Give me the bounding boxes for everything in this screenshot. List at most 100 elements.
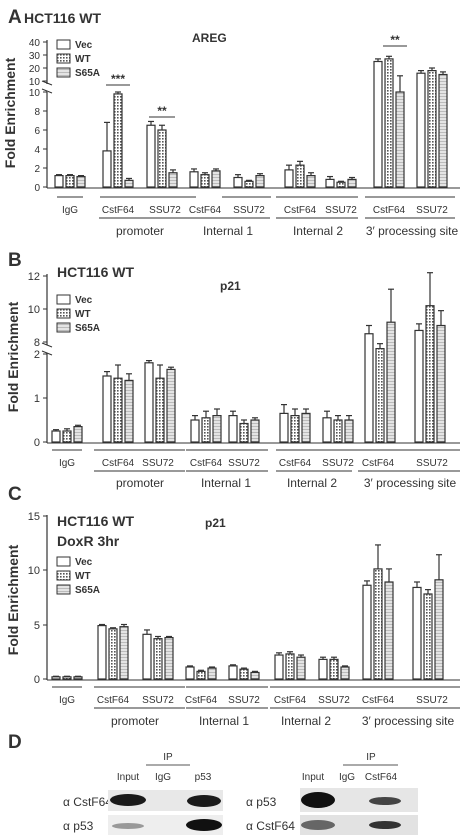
panel-a-ytick: 10 xyxy=(29,77,41,88)
bar-c-s65a-5 xyxy=(296,656,306,680)
bar-a-vec-3 xyxy=(189,171,199,188)
blot-band xyxy=(301,820,335,830)
category-label: CstF64 xyxy=(373,205,406,216)
bar-c-wt-8 xyxy=(423,593,433,680)
panel-b-ytick: 0 xyxy=(34,437,40,449)
category-label: SSU72 xyxy=(322,458,354,469)
panel-b-legend: Vec WT S65A xyxy=(56,294,100,334)
ip-label: IP xyxy=(163,752,173,763)
blot-band xyxy=(369,821,401,829)
panel-label-d: D xyxy=(8,732,22,753)
bar-a-s65a-3 xyxy=(211,170,221,188)
bar-c-wt-6 xyxy=(329,658,339,680)
panel-b: B HCT116 WT p21 Fold Enrichment 12 10 8 … xyxy=(5,250,460,490)
panel-a-ytick: 2 xyxy=(34,164,40,175)
panel-a-ytick: 10 xyxy=(29,88,41,99)
bar-a-wt-7 xyxy=(384,58,394,188)
bar-c-vec-6 xyxy=(318,658,328,680)
bar-c-wt-0 xyxy=(62,676,72,680)
legend-swatch-s65a xyxy=(56,67,71,78)
bar-b-s65a-0 xyxy=(73,426,83,443)
bar-b-wt-5 xyxy=(290,415,300,443)
bar-c-wt-7 xyxy=(373,568,383,680)
bar-a-vec-1 xyxy=(102,150,112,188)
panel-c-ytick: 10 xyxy=(28,565,40,577)
bar-b-wt-0 xyxy=(62,430,72,443)
group-label: promoter xyxy=(111,714,159,728)
panel-c-ytick: 0 xyxy=(34,674,40,686)
legend-label-s65a: S65A xyxy=(75,323,100,334)
panel-c: C HCT116 WT DoxR 3hr p21 Fold Enrichment… xyxy=(5,484,460,728)
bar-b-s65a-8 xyxy=(436,324,446,443)
panel-c-ylabel: Fold Enrichment xyxy=(5,544,21,655)
panel-b-header: HCT116 WT xyxy=(57,264,134,280)
bar-a-vec-7 xyxy=(373,60,383,188)
panel-a: A HCT116 WT AREG Fold Enrichment 40 30 2… xyxy=(2,7,460,238)
legend-swatch-s65a xyxy=(56,322,71,333)
panel-a-ytick: 40 xyxy=(29,38,41,49)
bar-b-vec-7 xyxy=(364,333,374,443)
group-label: promoter xyxy=(116,476,164,490)
bar-a-vec-2 xyxy=(146,124,156,188)
group-label: Internal 1 xyxy=(201,476,251,490)
bar-a-s65a-2 xyxy=(168,172,178,188)
group-label: Internal 2 xyxy=(287,476,337,490)
significance-mark: *** xyxy=(111,72,125,86)
bar-a-wt-3 xyxy=(200,174,210,188)
bar-b-vec-8 xyxy=(414,329,424,443)
panel-b-ytick: 1 xyxy=(34,393,40,405)
bar-a-s65a-8 xyxy=(438,73,448,188)
category-label: CstF64 xyxy=(189,205,222,216)
legend-label-vec: Vec xyxy=(75,557,93,568)
panel-a-ytick: 0 xyxy=(34,183,40,194)
bar-a-wt-8 xyxy=(427,69,437,188)
bar-c-wt-3 xyxy=(196,670,206,680)
ip-label: IP xyxy=(366,752,376,763)
bar-c-s65a-7 xyxy=(384,581,394,680)
blot-row-label: α p53 xyxy=(246,795,277,809)
legend-swatch-s65a xyxy=(56,584,71,595)
bar-c-wt-2 xyxy=(153,638,163,680)
bar-b-s65a-5 xyxy=(301,412,311,443)
bar-c-vec-7 xyxy=(362,584,372,680)
legend-swatch-wt xyxy=(56,308,71,319)
panel-c-bars xyxy=(51,544,444,680)
panel-a-ytick: 8 xyxy=(34,107,40,118)
category-label: CstF64 xyxy=(102,458,135,469)
category-label: SSU72 xyxy=(416,458,448,469)
bar-c-vec-8 xyxy=(412,586,422,680)
blot-row-label: α p53 xyxy=(63,819,94,833)
panel-a-ylabel: Fold Enrichment xyxy=(2,57,18,168)
blot-lane-label: IgG xyxy=(339,772,355,783)
category-label: CstF64 xyxy=(362,458,395,469)
panel-a-gene-title: AREG xyxy=(192,31,227,45)
bar-a-s65a-7 xyxy=(395,91,405,188)
bar-a-vec-5 xyxy=(284,169,294,188)
category-label: SSU72 xyxy=(142,695,174,706)
bar-b-vec-5 xyxy=(279,412,289,443)
legend-label-s65a: S65A xyxy=(75,68,100,79)
bar-b-s65a-6 xyxy=(344,419,354,443)
bar-a-s65a-1 xyxy=(124,179,134,188)
bar-c-s65a-3 xyxy=(207,667,217,680)
category-label: CstF64 xyxy=(97,695,130,706)
panel-a-ytick: 20 xyxy=(29,64,41,75)
group-label: Internal 2 xyxy=(293,224,343,238)
bar-b-s65a-4 xyxy=(250,419,260,443)
bar-b-vec-0 xyxy=(51,430,61,443)
panel-d: D IP Input IgG p53 α CstF64 α p53 IP Inp… xyxy=(8,732,418,835)
panel-b-ytick: 10 xyxy=(28,304,40,316)
panel-b-ylabel: Fold Enrichment xyxy=(5,301,21,412)
panel-c-gene-title: p21 xyxy=(205,516,226,530)
panel-c-header: HCT116 WT xyxy=(57,513,134,529)
bar-b-s65a-1 xyxy=(124,379,134,443)
blot-lane-label: CstF64 xyxy=(365,772,398,783)
category-label: SSU72 xyxy=(142,458,174,469)
category-label: SSU72 xyxy=(416,695,448,706)
panel-c-legend: Vec WT S65A xyxy=(56,556,100,596)
panel-c-header2: DoxR 3hr xyxy=(57,533,120,549)
panel-a-ytick: 4 xyxy=(34,145,40,156)
panel-a-bars xyxy=(54,55,448,188)
bar-c-vec-5 xyxy=(274,654,284,680)
category-label: SSU72 xyxy=(233,205,265,216)
